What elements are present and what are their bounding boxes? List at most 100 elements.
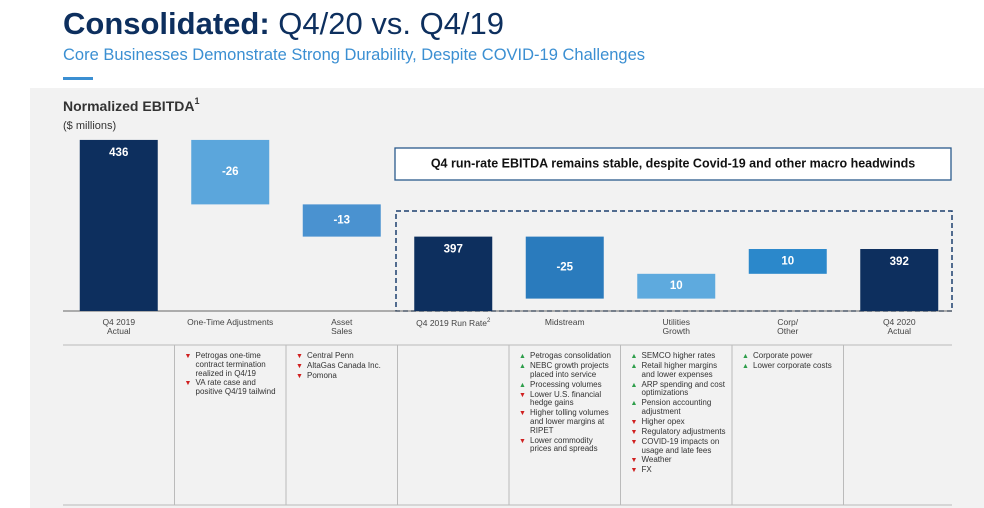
title-bold: Consolidated: (63, 6, 270, 41)
accent-rule (63, 77, 93, 80)
note: ▲ Pension accounting adjustment (630, 398, 727, 417)
chart-title-text: Normalized EBITDA (63, 98, 194, 114)
category-text: Midstream (544, 317, 585, 327)
note-arrow: ▼ (630, 418, 638, 426)
callout-box (394, 147, 952, 181)
category-text: Corp/ Other (777, 317, 799, 336)
note: ▼ Regulatory adjustments (630, 427, 727, 437)
note-column: ▼ Central Penn ▼ AltaGas Canada Inc. ▼ Pomona (296, 351, 392, 382)
note-text: NEBC growth projects placed into service (530, 361, 609, 379)
bar (414, 236, 493, 311)
category-footnote: 2 (487, 318, 491, 324)
note-text: Lower corporate costs (753, 361, 832, 370)
bar (79, 139, 158, 311)
value-label: -13 (333, 215, 350, 227)
note-text: Pomona (307, 371, 337, 380)
category-text: One-Time Adjustments (187, 317, 274, 327)
note-text: SEMCO higher rates (641, 351, 716, 360)
x-tick-label: Midstream (525, 318, 605, 327)
y-label: ($ millions) (63, 120, 116, 132)
value-label: 392 (890, 256, 909, 268)
note: ▼ Lower commodity prices and spreads (519, 435, 615, 455)
note-text: Lower commodity prices and spreads (530, 435, 598, 454)
x-tick-label: Q4 2019 Run Rate2 (393, 318, 513, 328)
note-column: ▲ Corporate power ▲ Lower corporate costs (742, 351, 838, 372)
note-arrow: ▲ (742, 353, 749, 360)
subtitle: Core Businesses Demonstrate Strong Durab… (63, 46, 646, 64)
note-column: ▼ Petrogas one-time contract termination … (185, 351, 281, 398)
note-arrow: ▲ (742, 363, 749, 370)
note: ▼ Lower U.S. financial hedge gains (519, 389, 615, 409)
value-label: 10 (670, 280, 683, 292)
note: ▲ SEMCO higher rates (630, 351, 727, 361)
note: ▼ Higher opex (630, 416, 727, 427)
note-column: ▲ SEMCO higher rates ▲ Retail higher margin… (630, 351, 727, 476)
note-arrow: ▼ (519, 437, 526, 445)
note-arrow: ▼ (296, 353, 303, 360)
note-arrow: ▲ (630, 363, 638, 370)
note-text: Pension accounting adjustment (641, 398, 712, 416)
value-label: -26 (222, 166, 239, 178)
note: ▼ AltaGas Canada Inc. (296, 361, 392, 371)
note-text: FX (641, 465, 652, 475)
note: ▲ Retail higher margins and lower expense… (630, 361, 727, 380)
note-text: Higher opex (641, 416, 685, 426)
note-arrow: ▼ (296, 363, 303, 370)
bar (748, 249, 827, 274)
bar (302, 204, 381, 237)
chart-title: Normalized EBITDA1 (63, 96, 199, 113)
note-text: Corporate power (753, 351, 813, 360)
note: ▼ VA rate case and positive Q4/19 tailwin… (185, 379, 281, 397)
bar (637, 273, 716, 299)
value-label: 10 (781, 255, 794, 267)
x-tick-label: Corp/ Other (768, 318, 808, 336)
bar (191, 139, 270, 205)
note: ▼ FX (630, 465, 727, 475)
note-arrow: ▼ (184, 380, 192, 388)
note-arrow: ▼ (630, 457, 638, 465)
note: ▼ Weather (630, 455, 727, 465)
callout: Q4 run-rate EBITDA remains stable, despi… (431, 156, 915, 170)
note-column: ▲ Petrogas consolidation ▲ NEBC growth proj… (519, 351, 615, 455)
note: ▼ Higher tolling volumes and lower margin… (519, 408, 615, 435)
category-text: Utilities Growth (662, 317, 690, 336)
value-label: 436 (109, 147, 128, 159)
note-text: Retail higher margins and lower expenses (641, 361, 718, 379)
x-tick-label: Q4 2020 Actual (874, 318, 924, 336)
note-arrow: ▼ (630, 428, 638, 436)
note: ▲ Petrogas consolidation (519, 351, 615, 361)
x-tick-label: Asset Sales (322, 318, 362, 336)
title: Consolidated: Q4/20 vs. Q4/19 (63, 6, 504, 42)
note-arrow: ▲ (630, 400, 638, 408)
note-text: COVID-19 impacts on usage and late fees (641, 436, 720, 455)
note-arrow: ▲ (630, 381, 638, 389)
x-tick-label: One-Time Adjustments (170, 318, 290, 327)
note-arrow: ▼ (519, 391, 526, 399)
x-tick-label: Utilities Growth (651, 318, 701, 336)
note-text: Lower U.S. financial hedge gains (530, 389, 602, 408)
category-text: Q4 2019 Actual (102, 317, 136, 336)
note-arrow: ▲ (519, 353, 526, 360)
note-text: ARP spending and cost optimizations (641, 379, 725, 398)
note-arrow: ▲ (630, 353, 638, 360)
bar (525, 236, 604, 299)
value-label: 397 (444, 244, 463, 256)
note: ▼ Petrogas one-time contract termination … (185, 351, 281, 378)
note-text: VA rate case and positive Q4/19 tailwind (195, 378, 276, 397)
note-text: Petrogas consolidation (530, 351, 611, 360)
chart-title-footnote: 1 (194, 96, 199, 106)
note-text: Processing volumes (530, 379, 602, 389)
note: ▼ Pomona (296, 371, 392, 381)
note: ▲ Lower corporate costs (742, 361, 838, 371)
x-tick-label: Q4 2019 Actual (94, 318, 144, 336)
note-text: Central Penn (307, 351, 354, 360)
category-text: Asset Sales (331, 317, 353, 336)
note: ▲ NEBC growth projects placed into servic… (519, 361, 615, 380)
note-text: AltaGas Canada Inc. (307, 361, 381, 370)
bar (860, 249, 939, 311)
note: ▲ ARP spending and cost optimizations (630, 379, 727, 399)
note: ▼ COVID-19 impacts on usage and late fees (631, 436, 727, 456)
note-arrow: ▼ (630, 467, 638, 475)
